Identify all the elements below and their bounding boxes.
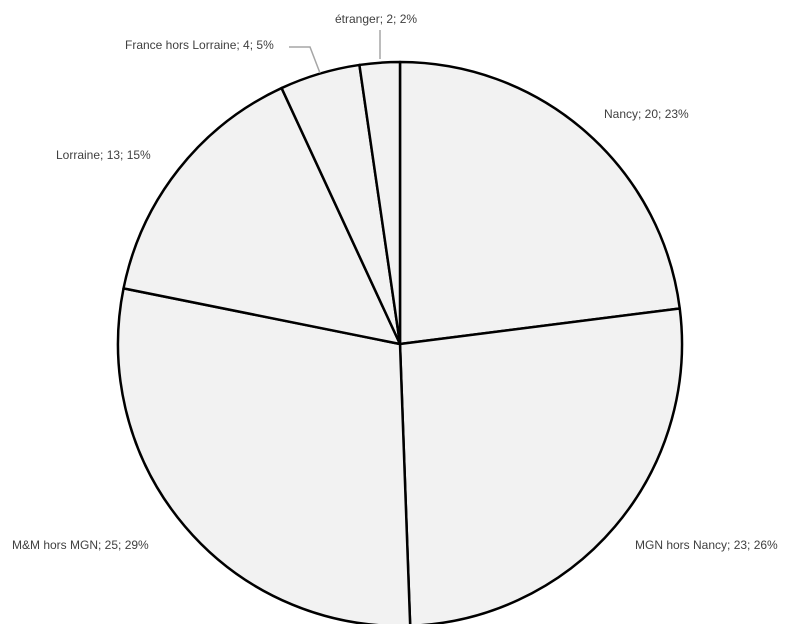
pie-slice-etranger <box>358 60 402 346</box>
pie-slice-nancy <box>398 60 681 346</box>
pie-slice-mm-hors-mgn <box>116 287 412 624</box>
data-labels: Nancy; 20; 23% MGN hors Nancy; 23; 26% M… <box>12 12 778 552</box>
data-label-mm-hors-mgn: M&M hors MGN; 25; 29% <box>12 538 149 552</box>
pie-slices <box>116 60 684 624</box>
data-label-lorraine: Lorraine; 13; 15% <box>56 148 151 162</box>
data-label-mgn-hors-nancy: MGN hors Nancy; 23; 26% <box>635 538 778 552</box>
data-label-france-hors-lorraine: France hors Lorraine; 4; 5% <box>125 38 274 52</box>
data-label-etranger: étranger; 2; 2% <box>335 12 417 26</box>
pie-slice-lorraine <box>122 86 402 346</box>
leader-line-france-hors-lorraine <box>289 46 321 74</box>
leader-lines <box>289 30 381 74</box>
pie-slice-mgn-hors-nancy <box>398 307 684 624</box>
data-label-nancy: Nancy; 20; 23% <box>604 107 689 121</box>
